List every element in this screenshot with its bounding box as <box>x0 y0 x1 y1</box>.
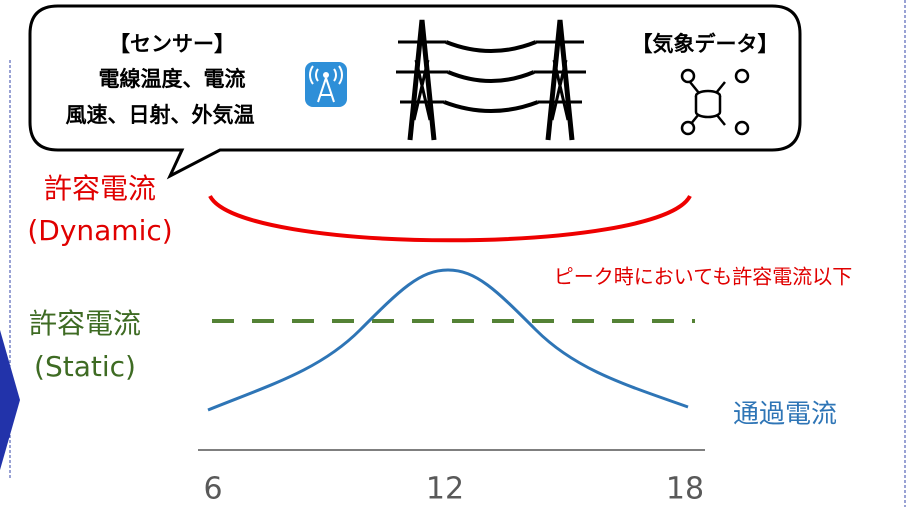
x-tick-label: 6 <box>203 472 222 507</box>
peak-note: ピーク時においても許容電流以下 <box>554 265 852 289</box>
sensor-line: 電線温度、電流 <box>99 67 246 91</box>
x-tick-label: 18 <box>666 472 704 507</box>
sensor-line: 風速、日射、外気温 <box>66 103 255 127</box>
current-curve <box>207 268 689 412</box>
weather-title: 【気象データ】 <box>632 32 779 56</box>
x-tick-label: 12 <box>426 472 464 507</box>
power-towers <box>396 19 586 141</box>
database-icon <box>680 68 750 136</box>
left-arrow <box>0 330 20 470</box>
static-label: 許容電流 <box>29 307 141 340</box>
sensor-title: 【センサー】 <box>109 32 235 56</box>
static-label: (Static) <box>34 350 136 383</box>
current-label: 通過電流 <box>733 400 837 430</box>
dynamic-label: (Dynamic) <box>27 214 172 247</box>
antenna-icon <box>305 62 347 107</box>
dynamic-curve <box>208 194 692 243</box>
dynamic-label: 許容電流 <box>44 172 156 205</box>
